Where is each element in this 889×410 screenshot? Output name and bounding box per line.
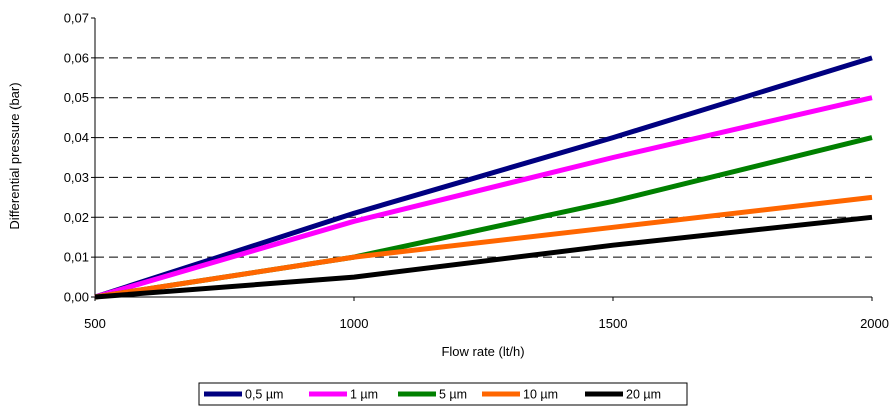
legend: 0,5 µm 1 µm 5 µm 10 µm 20 µm: [198, 382, 688, 406]
y-tick-label: 0,05: [64, 90, 89, 105]
legend-label: 10 µm: [523, 388, 558, 402]
x-tick-labels: 500 1000 1500 2000: [84, 316, 889, 331]
y-tick-label: 0,06: [64, 50, 89, 65]
legend-label: 20 µm: [626, 388, 661, 402]
y-tick-label: 0,00: [64, 290, 89, 305]
legend-label: 0,5 µm: [245, 388, 283, 402]
y-tick-label: 0,02: [64, 210, 89, 225]
y-tick-labels: 0,00 0,01 0,02 0,03 0,04 0,05 0,06 0,07: [64, 11, 89, 305]
axes: [94, 18, 872, 298]
legend-label: 5 µm: [439, 388, 467, 402]
y-tick-label: 0,01: [64, 250, 89, 265]
y-axis-title: Differential pressure (bar): [7, 82, 22, 229]
plot-area: [95, 18, 872, 297]
x-tick-label: 1000: [340, 316, 369, 331]
series-lines: [94, 55, 873, 300]
y-tick-label: 0,04: [64, 130, 89, 145]
series-line: [94, 194, 873, 300]
legend-box: [198, 382, 688, 406]
series-line: [94, 95, 873, 300]
x-tick-label: 500: [84, 316, 106, 331]
x-tick-label: 2000: [860, 316, 889, 331]
series-line: [94, 214, 873, 300]
series-line: [94, 55, 873, 300]
y-tick-label: 0,03: [64, 170, 89, 185]
x-axis-title: Flow rate (lt/h): [441, 344, 524, 359]
x-tick-label: 1500: [599, 316, 628, 331]
legend-label: 1 µm: [350, 388, 378, 402]
y-tick-label: 0,07: [64, 11, 89, 26]
